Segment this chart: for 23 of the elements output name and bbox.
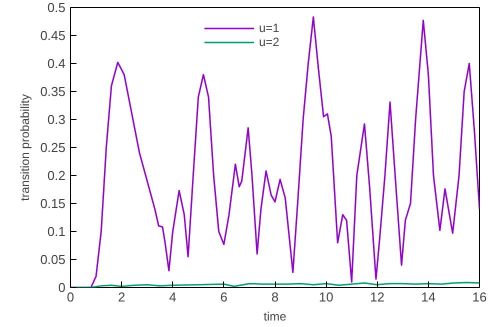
x-tick-label: 14 bbox=[421, 290, 436, 304]
y-tick-label: 0.45 bbox=[40, 28, 66, 43]
y-tick-label: 0.2 bbox=[47, 168, 66, 183]
y-tick-label: 0.1 bbox=[47, 224, 66, 239]
y-tick-label: 0 bbox=[58, 280, 66, 295]
y-tick-label: 0.4 bbox=[47, 56, 66, 71]
y-tick-label: 0.15 bbox=[40, 196, 66, 211]
x-tick-label: 8 bbox=[271, 290, 279, 304]
y-tick-label: 0.35 bbox=[40, 84, 66, 99]
y-tick-label: 0.5 bbox=[47, 0, 66, 15]
x-tick-label: 6 bbox=[220, 290, 228, 304]
y-tick-label: 0.25 bbox=[40, 140, 66, 155]
x-tick-label: 12 bbox=[370, 290, 384, 304]
x-tick-label: 2 bbox=[118, 290, 126, 304]
legend-label: u=1 bbox=[259, 21, 280, 35]
legend-label: u=2 bbox=[259, 35, 280, 49]
y-axis-title: transition probability bbox=[18, 94, 32, 201]
x-axis-title: time bbox=[264, 310, 287, 324]
x-tick-label: 10 bbox=[318, 290, 334, 304]
y-tick-label: 0.05 bbox=[40, 252, 66, 267]
y-tick-label: 0.3 bbox=[47, 112, 66, 127]
x-tick-label: 4 bbox=[169, 290, 176, 304]
x-tick-label: 16 bbox=[472, 290, 487, 304]
